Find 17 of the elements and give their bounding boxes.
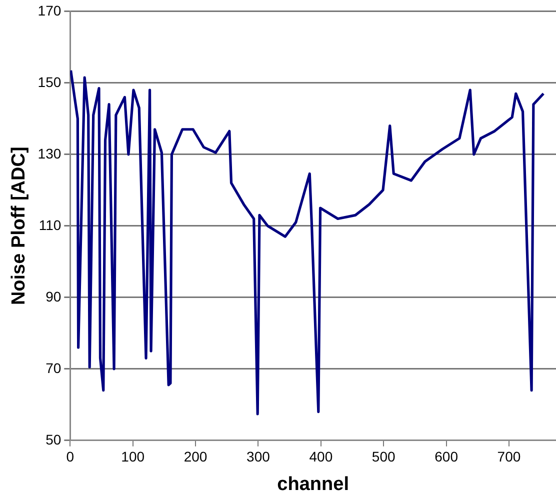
y-tick-label: 130 [38, 145, 62, 162]
x-tick-label: 600 [434, 448, 458, 465]
y-tick-label: 150 [38, 74, 62, 90]
y-tick-label: 90 [46, 288, 62, 304]
y-axis-title: Noise Ploff [ADC] [8, 146, 30, 306]
x-tick-label: 200 [184, 448, 208, 465]
x-tick-label: 100 [121, 448, 145, 465]
y-tick-label: 70 [46, 360, 62, 376]
y-tick-label: 170 [38, 2, 62, 18]
x-tick-label: 300 [246, 448, 270, 465]
x-tick-label: 400 [309, 448, 333, 465]
y-tick-label: 50 [46, 431, 62, 448]
x-tick-label: 700 [497, 448, 521, 465]
y-tick-label: 110 [38, 216, 62, 233]
x-tick-label: 500 [372, 448, 396, 465]
x-axis-title: channel [277, 474, 349, 495]
x-tick-label: 0 [66, 448, 74, 465]
